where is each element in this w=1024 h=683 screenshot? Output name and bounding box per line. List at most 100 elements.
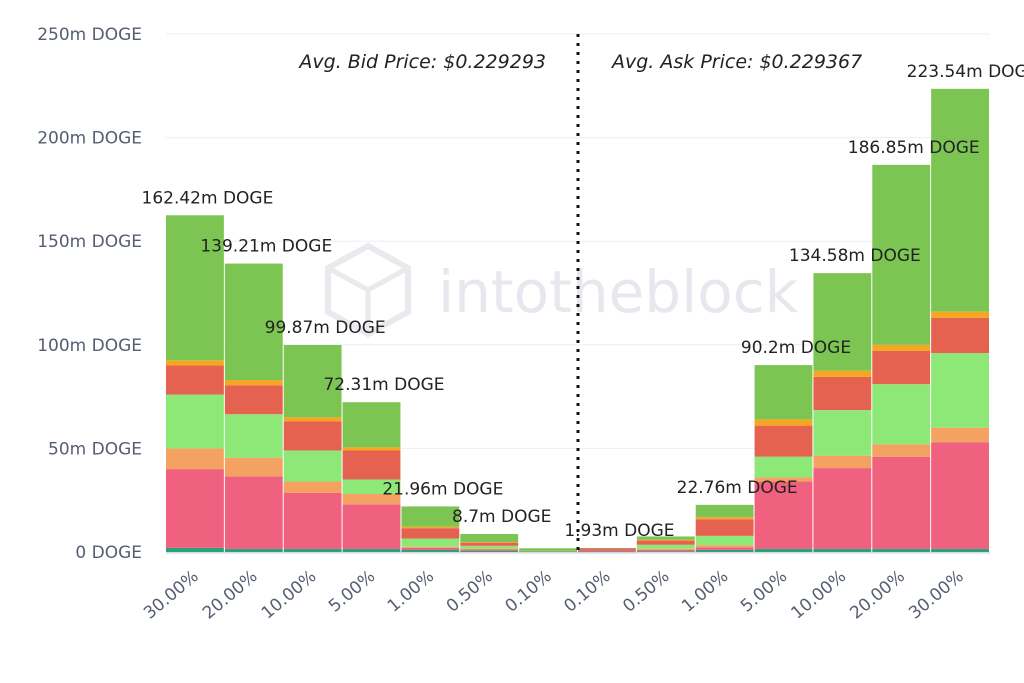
bar-segment[interactable]	[224, 476, 283, 549]
bar-segment[interactable]	[931, 88, 989, 312]
bar-segment[interactable]	[872, 456, 931, 549]
bar-segment[interactable]	[872, 444, 931, 457]
bar-segment[interactable]	[813, 468, 872, 549]
x-tick-label: 20.00%	[199, 567, 262, 624]
bar-segment[interactable]	[754, 548, 813, 552]
bar-segment[interactable]	[401, 546, 460, 548]
bar-segment[interactable]	[401, 538, 460, 547]
bar-segment[interactable]	[636, 549, 695, 552]
bar-segment[interactable]	[872, 548, 931, 552]
bar-segment[interactable]	[342, 548, 401, 552]
bar-segment[interactable]	[931, 353, 989, 428]
bar-segment[interactable]	[695, 519, 754, 536]
bar-segment[interactable]	[342, 402, 401, 448]
bar-segment[interactable]	[695, 549, 754, 552]
bar-segment[interactable]	[519, 550, 577, 552]
bar-segment[interactable]	[283, 421, 342, 451]
bar-segment[interactable]	[636, 548, 695, 550]
x-tick-label: 0.10%	[560, 567, 614, 617]
bar-segment[interactable]	[931, 311, 989, 318]
bar-segment[interactable]	[813, 273, 872, 371]
bar-segment[interactable]	[578, 548, 636, 549]
bar-segment[interactable]	[401, 549, 460, 552]
bar-segment[interactable]	[224, 414, 283, 458]
bar-segment[interactable]	[754, 477, 813, 482]
bar-segment[interactable]	[342, 493, 401, 505]
total-data-label: 223.54m DOGE	[907, 62, 1024, 82]
bar-segment[interactable]	[931, 442, 989, 549]
bar-segment[interactable]	[813, 548, 872, 552]
bar-segment[interactable]	[519, 551, 577, 552]
bar-segment[interactable]	[166, 360, 224, 366]
bar-segment[interactable]	[754, 456, 813, 478]
bar-segment[interactable]	[342, 447, 401, 451]
bar-segment[interactable]	[283, 548, 342, 552]
bar-segment[interactable]	[283, 492, 342, 549]
bar-segment[interactable]	[872, 164, 931, 345]
bar-segment[interactable]	[283, 345, 342, 418]
bar-segment[interactable]	[224, 548, 283, 552]
bar-segment[interactable]	[519, 548, 577, 551]
bar-segment[interactable]	[166, 365, 224, 395]
x-tick-label: 1.00%	[678, 567, 732, 617]
x-tick-label: 20.00%	[846, 567, 909, 624]
bar-segment[interactable]	[813, 410, 872, 456]
bar-segment[interactable]	[342, 479, 401, 494]
bar-segment[interactable]	[224, 385, 283, 415]
bar-segment[interactable]	[224, 380, 283, 386]
bar-segment[interactable]	[636, 539, 695, 541]
bar-segment[interactable]	[342, 450, 401, 480]
bar-segment[interactable]	[224, 457, 283, 477]
bar-segment[interactable]	[872, 351, 931, 385]
bar-segment[interactable]	[754, 419, 813, 426]
bar-segment[interactable]	[636, 540, 695, 545]
bar-segment[interactable]	[754, 425, 813, 457]
bar-segment[interactable]	[636, 536, 695, 540]
bar-segment[interactable]	[166, 394, 224, 449]
bar-segment[interactable]	[401, 506, 460, 527]
bar-segment[interactable]	[695, 547, 754, 550]
bar-segment[interactable]	[166, 547, 224, 552]
bar-segment[interactable]	[460, 542, 519, 543]
bar-segment[interactable]	[283, 450, 342, 482]
bar-segment[interactable]	[754, 365, 813, 420]
bar-segment[interactable]	[401, 547, 460, 550]
bar-segment[interactable]	[283, 417, 342, 422]
bar-segment[interactable]	[872, 384, 931, 445]
bar-segment[interactable]	[931, 427, 989, 443]
bar-segment[interactable]	[166, 469, 224, 548]
bar-segment[interactable]	[636, 544, 695, 549]
bar-segment[interactable]	[578, 548, 636, 550]
bar-segment[interactable]	[224, 263, 283, 381]
bar-segment[interactable]	[460, 550, 519, 552]
bar-segment[interactable]	[519, 550, 577, 551]
bar-segment[interactable]	[695, 535, 754, 546]
bar-segment[interactable]	[401, 526, 460, 529]
bar-segment[interactable]	[872, 344, 931, 352]
bar-segment[interactable]	[460, 545, 519, 549]
bar-segment[interactable]	[813, 376, 872, 411]
bar-segment[interactable]	[283, 481, 342, 493]
bar-segment[interactable]	[931, 548, 989, 552]
bar-segment[interactable]	[578, 551, 636, 553]
bar-segment[interactable]	[636, 551, 695, 552]
bar-segment[interactable]	[578, 549, 636, 552]
bar-segment[interactable]	[931, 317, 989, 354]
watermark: intotheblock	[325, 242, 799, 338]
bar-segment[interactable]	[460, 548, 519, 550]
bar-segment[interactable]	[460, 533, 519, 543]
bar-segment[interactable]	[460, 549, 519, 551]
bar-segment[interactable]	[166, 448, 224, 470]
bar-segment[interactable]	[695, 504, 754, 518]
bar-segment[interactable]	[813, 455, 872, 469]
bar-segment[interactable]	[695, 517, 754, 520]
bar-segment[interactable]	[342, 504, 401, 549]
bar-segment[interactable]	[460, 542, 519, 546]
bar-segment[interactable]	[813, 370, 872, 377]
bar-segment[interactable]	[166, 215, 224, 361]
bar-segment[interactable]	[401, 528, 460, 539]
total-data-label: 1.93m DOGE	[564, 521, 674, 541]
bar-segment[interactable]	[754, 481, 813, 549]
bar-segment[interactable]	[695, 545, 754, 548]
